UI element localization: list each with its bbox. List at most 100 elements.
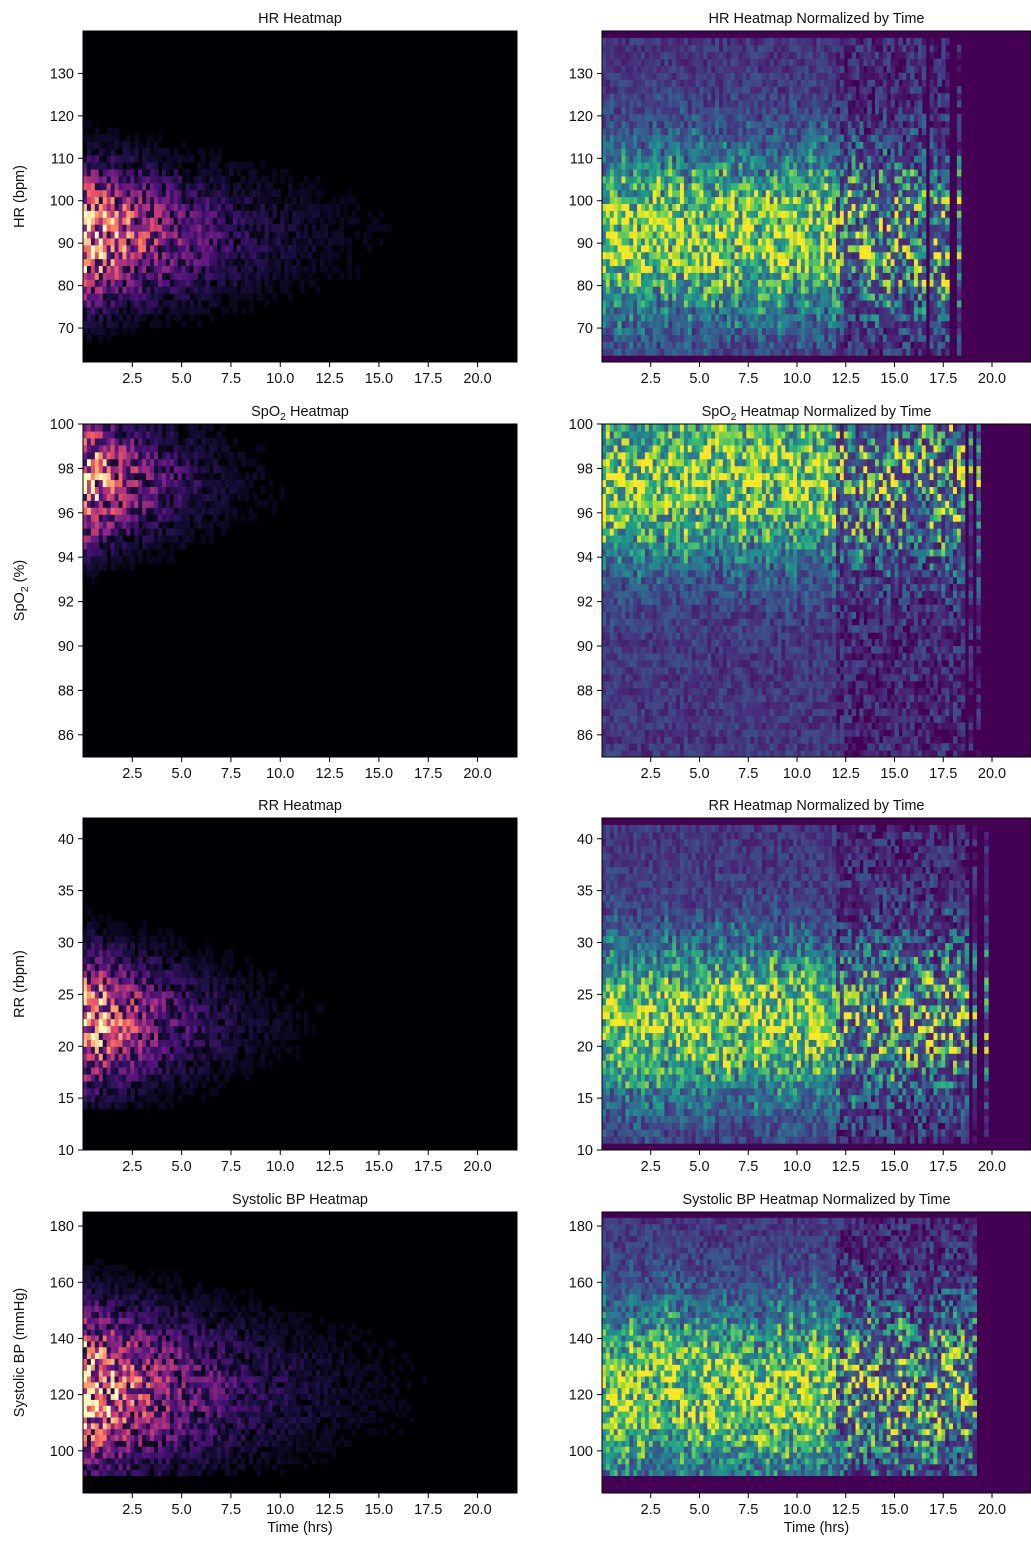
- heatmap-cell: [789, 107, 794, 114]
- heatmap-cell: [119, 279, 124, 286]
- heatmap-cell: [182, 169, 187, 176]
- heatmap-cell: [824, 93, 829, 100]
- heatmap-cell: [115, 197, 120, 204]
- heatmap-cell: [700, 259, 705, 266]
- heatmap-cell: [347, 265, 352, 272]
- heatmap-cell: [186, 203, 191, 210]
- heatmap-cell: [785, 141, 790, 148]
- heatmap-cell: [840, 169, 845, 176]
- heatmap-cell: [197, 162, 202, 169]
- heatmap-cell: [832, 203, 837, 210]
- heatmap-cell: [146, 259, 151, 266]
- heatmap-cell: [781, 86, 786, 93]
- heatmap-cell: [813, 79, 818, 86]
- heatmap-cell: [754, 252, 759, 259]
- heatmap-cell: [785, 107, 790, 114]
- heatmap-cell: [914, 155, 919, 162]
- heatmap-cell: [715, 238, 720, 245]
- heatmap-cell: [653, 183, 658, 190]
- heatmap-cell: [653, 300, 658, 307]
- heatmap-cell: [645, 252, 650, 259]
- heatmap-cell: [229, 210, 234, 217]
- heatmap-cell: [653, 128, 658, 135]
- heatmap-cell: [700, 265, 705, 272]
- heatmap-cell: [817, 100, 822, 107]
- heatmap-cell: [684, 334, 689, 341]
- heatmap-cell: [902, 183, 907, 190]
- heatmap-cell: [126, 321, 131, 328]
- heatmap-cell: [758, 79, 763, 86]
- heatmap-cell: [871, 121, 876, 128]
- heatmap-cell: [875, 245, 880, 252]
- heatmap-cell: [719, 114, 724, 121]
- heatmap-cell: [895, 348, 900, 355]
- heatmap-cell: [793, 134, 798, 141]
- heatmap-cell: [770, 176, 775, 183]
- heatmap-cell: [158, 279, 163, 286]
- heatmap-cell: [758, 293, 763, 300]
- heatmap-cell: [914, 190, 919, 197]
- heatmap-cell: [879, 307, 884, 314]
- heatmap-cell: [735, 176, 740, 183]
- heatmap-cell: [103, 328, 108, 335]
- heatmap-cell: [209, 231, 214, 238]
- heatmap-cell: [676, 314, 681, 321]
- heatmap-cell: [742, 107, 747, 114]
- heatmap-cell: [610, 148, 615, 155]
- heatmap-cell: [205, 293, 210, 300]
- heatmap-cell: [142, 245, 147, 252]
- heatmap-cell: [87, 286, 92, 293]
- heatmap-cell: [781, 321, 786, 328]
- heatmap-cell: [813, 334, 818, 341]
- heatmap-cell: [190, 238, 195, 245]
- heatmap-cell: [696, 210, 701, 217]
- heatmap-cell: [828, 197, 833, 204]
- heatmap-cell: [789, 238, 794, 245]
- heatmap-cell: [641, 259, 646, 266]
- heatmap-cell: [805, 86, 810, 93]
- heatmap-cell: [606, 238, 611, 245]
- heatmap-cell: [625, 38, 630, 45]
- heatmap-cell: [606, 121, 611, 128]
- heatmap-cell: [778, 286, 783, 293]
- heatmap-cell: [83, 279, 88, 286]
- heatmap-cell: [895, 134, 900, 141]
- heatmap-cell: [692, 176, 697, 183]
- heatmap-cell: [789, 141, 794, 148]
- heatmap-cell: [887, 341, 892, 348]
- heatmap-cell: [241, 238, 246, 245]
- heatmap-cell: [664, 203, 669, 210]
- heatmap-cell: [614, 52, 619, 59]
- heatmap-cell: [182, 279, 187, 286]
- heatmap-cell: [201, 162, 206, 169]
- heatmap-cell: [162, 286, 167, 293]
- heatmap-cell: [292, 245, 297, 252]
- heatmap-cell: [731, 321, 736, 328]
- heatmap-cell: [746, 45, 751, 52]
- heatmap-cell: [684, 176, 689, 183]
- heatmap-cell: [711, 210, 716, 217]
- heatmap-cell: [797, 114, 802, 121]
- heatmap-cell: [610, 128, 615, 135]
- heatmap-cell: [875, 134, 880, 141]
- heatmap-cell: [692, 300, 697, 307]
- heatmap-cell: [119, 238, 124, 245]
- heatmap-cell: [680, 265, 685, 272]
- heatmap-cell: [142, 155, 147, 162]
- heatmap-cell: [805, 210, 810, 217]
- heatmap-cell: [649, 252, 654, 259]
- heatmap-cell: [170, 203, 175, 210]
- heatmap-cell: [692, 279, 697, 286]
- heatmap-cell: [797, 128, 802, 135]
- heatmap-cell: [805, 197, 810, 204]
- heatmap-cell: [645, 314, 650, 321]
- heatmap-cell: [758, 252, 763, 259]
- heatmap-cell: [158, 259, 163, 266]
- heatmap-cell: [883, 72, 888, 79]
- heatmap-cell: [719, 121, 724, 128]
- heatmap-cell: [887, 114, 892, 121]
- heatmap-cell: [680, 245, 685, 252]
- heatmap-cell: [119, 183, 124, 190]
- heatmap-cell: [154, 162, 159, 169]
